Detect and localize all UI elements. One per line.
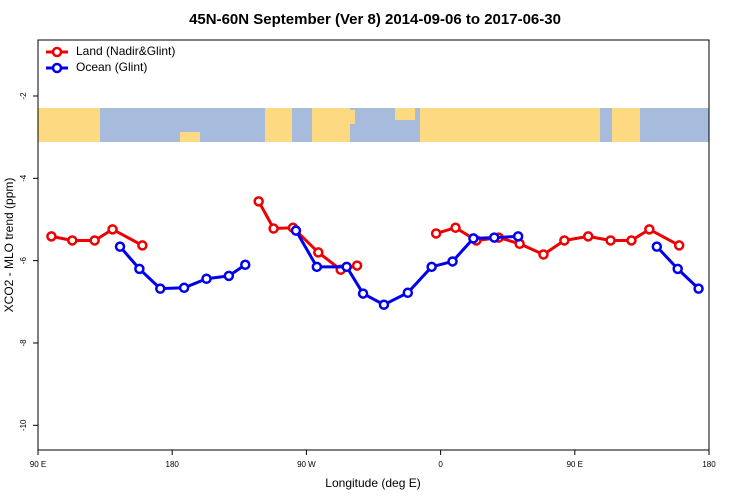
legend-label: Land (Nadir&Glint) — [76, 44, 175, 58]
data-point — [253, 196, 264, 207]
data-point — [178, 282, 190, 294]
legend-label: Ocean (Glint) — [76, 60, 147, 74]
y-tick-label: -8 — [19, 339, 28, 347]
data-point — [582, 231, 594, 242]
data-point — [201, 273, 212, 285]
data-point — [67, 235, 78, 246]
x-tick-label: 180 — [702, 460, 716, 469]
data-point — [426, 261, 437, 273]
x-tick-label: 0 — [438, 460, 443, 469]
data-point — [240, 259, 251, 271]
chart-title: 45N-60N September (Ver 8) 2014-09-06 to … — [189, 11, 561, 28]
data-point — [357, 288, 369, 299]
data-point — [489, 232, 500, 243]
data-point — [605, 235, 616, 246]
data-point — [378, 299, 390, 310]
data-point — [341, 261, 352, 273]
data-point — [89, 235, 100, 246]
data-point — [107, 224, 118, 235]
x-tick-label: 180 — [166, 460, 180, 469]
data-point — [311, 261, 323, 273]
data-point — [223, 270, 235, 282]
x-tick-label: 90 E — [567, 460, 583, 469]
data-point — [134, 263, 145, 275]
data-point — [450, 222, 461, 233]
y-tick-label: -6 — [19, 257, 28, 265]
data-point — [693, 283, 704, 294]
data-point — [559, 235, 570, 246]
y-tick-label: -4 — [19, 174, 28, 182]
data-point — [447, 256, 458, 267]
data-point — [644, 224, 655, 235]
data-point — [313, 247, 324, 258]
data-point — [672, 263, 683, 275]
data-point — [351, 260, 363, 271]
data-point — [538, 249, 549, 260]
data-point — [673, 240, 685, 251]
x-tick-label: 90 E — [30, 460, 46, 469]
data-point — [402, 287, 414, 299]
data-point — [155, 283, 166, 294]
data-point — [626, 235, 637, 246]
data-point — [651, 241, 663, 252]
data-point — [46, 231, 57, 242]
data-point — [137, 240, 148, 251]
y-tick-label: -2 — [19, 92, 28, 100]
y-axis-label: XCO2 - MLO trend (ppm) — [2, 178, 16, 313]
data-point — [114, 241, 126, 252]
x-tick-label: 90 W — [297, 460, 316, 469]
plot-frame — [37, 39, 710, 451]
data-point — [430, 228, 442, 239]
y-tick-label: -10 — [19, 419, 28, 431]
legend-marker — [51, 46, 63, 58]
x-axis-label: Longitude (deg E) — [325, 476, 420, 490]
data-point — [512, 231, 524, 242]
data-point — [290, 225, 302, 236]
legend-marker — [51, 62, 63, 74]
data-point — [268, 223, 279, 234]
map-strip — [38, 108, 709, 142]
data-point — [468, 233, 479, 244]
